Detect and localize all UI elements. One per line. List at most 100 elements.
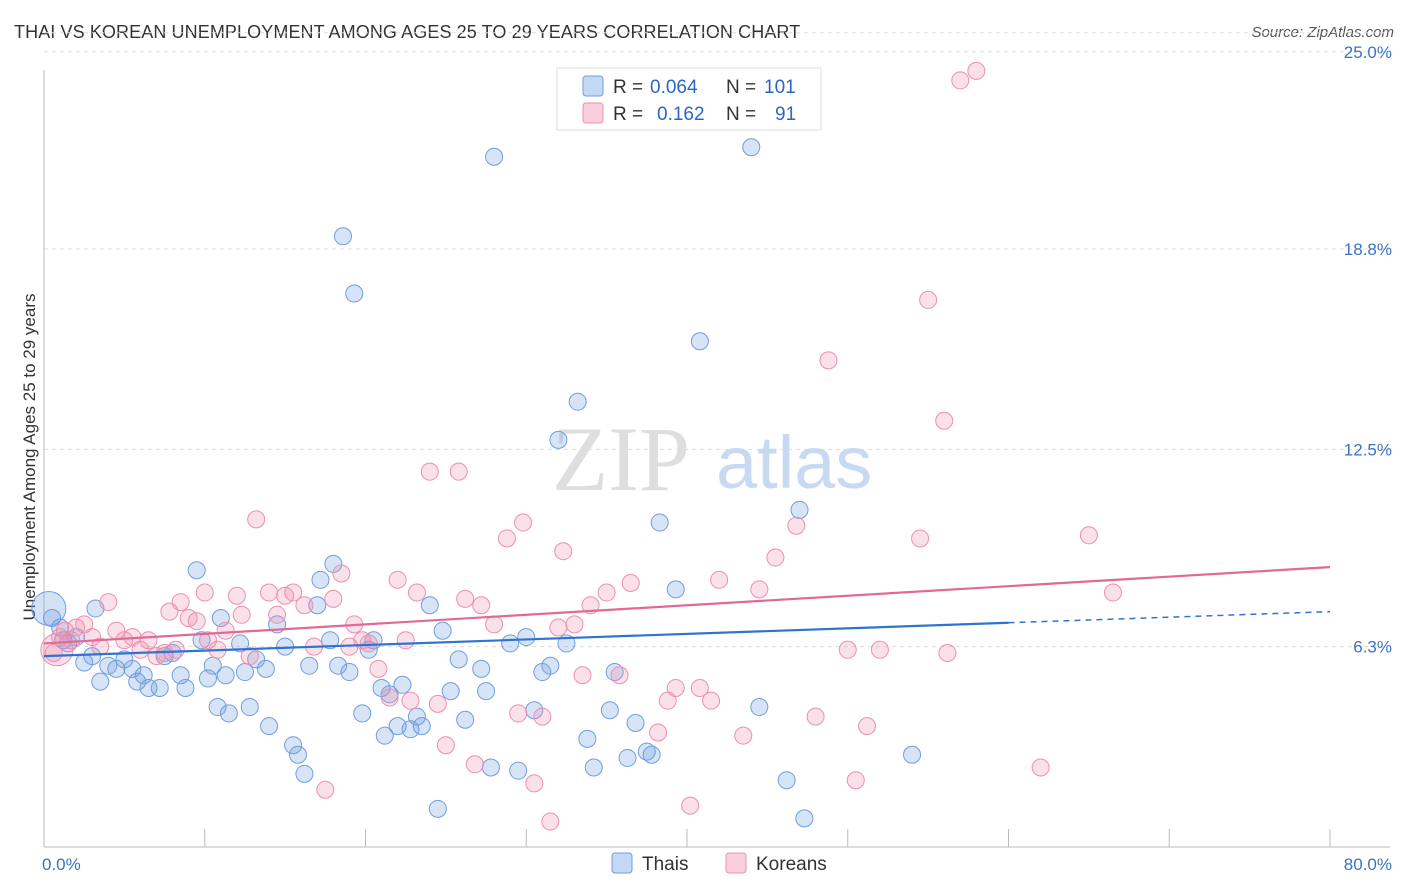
koreans-point [967,61,986,80]
koreans-point [195,583,214,602]
koreans-point [369,659,388,678]
koreans-point [232,605,251,624]
thais-point [626,713,645,732]
thais-point [216,666,235,685]
thais-n-value: 101 [764,77,796,98]
koreans-point [549,618,568,637]
thais-point [568,392,587,411]
koreans-point [681,796,700,815]
y-tick-label: 12.5% [1344,440,1392,459]
koreans-point [573,666,592,685]
koreans-point [597,583,616,602]
thais-legend-swatch [582,75,604,97]
thais-point [240,698,259,717]
koreans-point [610,666,629,685]
thais-point [449,650,468,669]
koreans-point [666,678,685,697]
koreans-point [401,691,420,710]
thais-point [481,758,500,777]
koreans-point [198,631,217,650]
thais-point [288,745,307,764]
thais-swatch [611,852,633,874]
koreans-point [485,615,504,634]
koreans-point [55,621,74,640]
koreans-point [819,351,838,370]
koreans-point [1079,526,1098,545]
thais-point [91,672,110,691]
koreans-point [911,529,930,548]
koreans-point [396,631,415,650]
thais-point [208,698,227,717]
watermark-zip: ZIP [552,408,690,510]
thais-r-value: 0.064 [650,77,698,98]
thais-point [472,659,491,678]
thais-point [605,663,624,682]
koreans-point [787,516,806,535]
thais-point [231,634,250,653]
koreans-point [40,633,74,667]
thais-point [260,717,279,736]
thais-point [308,596,327,615]
koreans-legend-label: Koreans [756,854,827,875]
koreans-point [472,596,491,615]
thais-point [750,698,769,717]
thais-point [584,758,603,777]
koreans-point [1031,758,1050,777]
thais-point [300,656,319,675]
thais-point [256,659,275,678]
x-tick-label-min: 0.0% [42,855,81,874]
thais-point [637,742,656,761]
series-legend: Thais Koreans [611,852,827,875]
thais-point [642,745,661,764]
trend-lines [43,565,1331,658]
koreans-point [324,589,343,608]
koreans-point [187,612,206,631]
koreans-point [449,462,468,481]
thais-point [618,748,637,767]
thais-point [790,500,809,519]
y-tick-label: 6.3% [1353,638,1392,657]
thais-point [329,656,348,675]
koreans-point [935,411,954,430]
thais-point [650,513,669,532]
koreans-point [858,717,877,736]
watermark-atlas: atlas [716,421,872,504]
koreans-point [284,583,303,602]
thais-point [393,675,412,694]
koreans-point [621,573,640,592]
thais-point [485,147,504,166]
thais-point [340,663,359,682]
thais-point [541,656,560,675]
koreans-point [565,615,584,634]
koreans-point [766,548,785,567]
thais-point [903,745,922,764]
thais-point [333,227,352,246]
y-axis-label: Unemployment Among Ages 25 to 29 years [20,294,39,621]
source-label: Source: ZipAtlas.com [1251,24,1394,41]
koreans-point [359,634,378,653]
thais-point [549,430,568,449]
koreans-point [734,726,753,745]
stats-legend: R = 0.064 N = 101 R = 0.162 N = 91 [556,67,822,131]
koreans-point [554,542,573,561]
koreans-point [870,640,889,659]
koreans-swatch [725,852,747,874]
thais-point [407,707,426,726]
thais-point [795,809,814,828]
koreans-point [380,688,399,707]
koreans-point [436,736,455,755]
thais-point [428,799,447,818]
koreans-point [44,643,63,662]
koreans-point [166,640,185,659]
thais-point [176,678,195,697]
thais-r-label: R = [613,77,643,98]
thais-point [192,631,211,650]
thais-legend-label: Thais [642,854,688,875]
koreans-point [456,589,475,608]
y-tick-label: 18.8% [1344,240,1392,259]
koreans-point [690,678,709,697]
thais-point [128,672,147,691]
thais-point [456,710,475,729]
koreans-point [509,704,528,723]
koreans-point [750,580,769,599]
